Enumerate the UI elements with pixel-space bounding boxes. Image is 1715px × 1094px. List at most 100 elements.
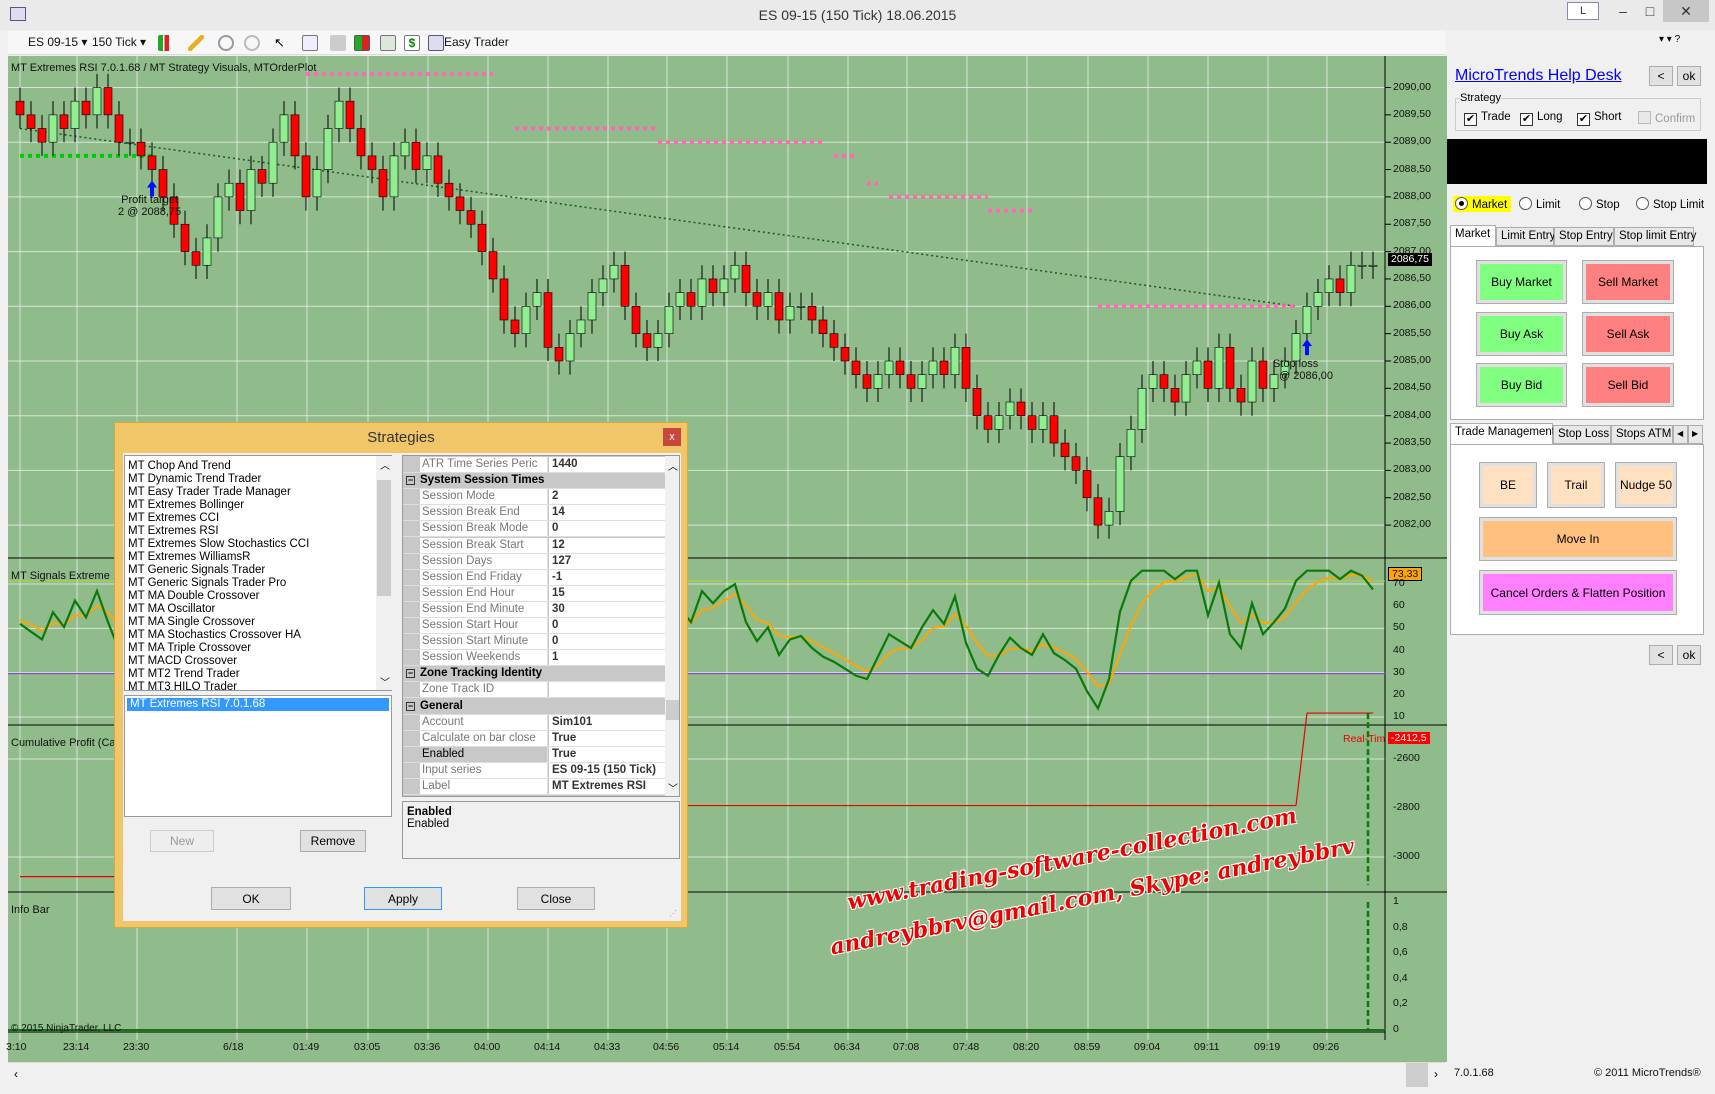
property-value[interactable]: MT Extremes RSI xyxy=(549,779,665,794)
property-value[interactable]: 127 xyxy=(549,553,665,569)
scroll-thumb[interactable] xyxy=(377,480,391,596)
radio-market[interactable]: Market xyxy=(1453,196,1512,212)
strategy-list-item[interactable]: MT MA Double Crossover xyxy=(128,590,260,602)
collapse-icon[interactable]: − xyxy=(406,700,415,711)
list-scrollbar[interactable]: ︿ ﹀ xyxy=(376,456,392,690)
interval-dropdown[interactable]: 150 Tick ▾ xyxy=(92,35,147,49)
property-value[interactable]: Sim101 xyxy=(549,714,665,730)
scroll-up-icon[interactable]: ︿ xyxy=(668,462,678,473)
strategy-list-item[interactable]: MT Extremes CCI xyxy=(128,512,220,524)
confirm-checkbox[interactable]: Confirm xyxy=(1638,111,1695,125)
ok-button[interactable]: OK xyxy=(211,887,291,910)
property-category[interactable]: − Zone Tracking Identity xyxy=(403,666,665,683)
nudge-button[interactable]: Nudge 50 xyxy=(1615,462,1677,508)
scroll-down-icon[interactable]: ﹀ xyxy=(380,678,390,689)
buy-bid-button[interactable]: Buy Bid xyxy=(1476,363,1567,407)
cursor-icon[interactable]: ↖ xyxy=(274,35,285,50)
radio-stop-limit[interactable]: Stop Limit xyxy=(1636,197,1704,211)
zoom-out-icon[interactable] xyxy=(244,35,260,51)
dollar-icon[interactable]: $ xyxy=(404,35,420,51)
strategy-list-item[interactable]: MT Easy Trader Trade Manager xyxy=(128,486,291,498)
tab-scroll-right-icon[interactable]: ▶ xyxy=(1688,425,1703,444)
property-row[interactable]: Session Break Start 12 xyxy=(403,537,665,554)
trail-button[interactable]: Trail xyxy=(1547,462,1605,508)
scroll-left-icon[interactable]: ‹ xyxy=(14,1067,18,1081)
pencil-icon[interactable] xyxy=(188,35,204,51)
sell-ask-button[interactable]: Sell Ask xyxy=(1582,312,1674,356)
property-value[interactable]: 15 xyxy=(549,585,665,601)
minimize-button[interactable]: – xyxy=(1619,3,1627,19)
long-checkbox[interactable]: ✔ Long xyxy=(1520,111,1563,126)
property-row[interactable]: Session Weekends 1 xyxy=(403,650,665,667)
indicator-icon[interactable] xyxy=(380,35,396,51)
help-desk-link[interactable]: MicroTrends Help Desk xyxy=(1455,67,1622,84)
property-value[interactable]: 1 xyxy=(549,650,665,666)
candlestick-icon[interactable] xyxy=(158,35,174,51)
property-row[interactable]: Session End Hour 15 xyxy=(403,585,665,602)
close-dialog-button[interactable]: Close xyxy=(517,887,595,910)
close-button[interactable]: ✕ xyxy=(1663,0,1709,22)
scroll-up-icon[interactable]: ︿ xyxy=(380,461,390,472)
property-value[interactable]: 2 xyxy=(549,489,665,505)
tab-stop-limit-entry[interactable]: Stop limit Entry xyxy=(1614,227,1696,246)
property-value[interactable] xyxy=(549,682,665,698)
calculator-icon[interactable] xyxy=(428,35,444,51)
property-value[interactable]: 30 xyxy=(549,601,665,617)
property-row[interactable]: Session Days 127 xyxy=(403,553,665,570)
tab-stop-entry[interactable]: Stop Entry xyxy=(1554,227,1614,246)
active-strategy-list[interactable]: MT Extremes RSI 7.0.1.68 xyxy=(124,695,392,817)
radio-stop[interactable]: Stop xyxy=(1579,197,1620,211)
property-row[interactable]: Session Break End 14 xyxy=(403,505,665,522)
property-value[interactable]: 0 xyxy=(549,634,665,650)
trade-checkbox[interactable]: ✔ Trade xyxy=(1464,111,1511,126)
tab-scroll-left-icon[interactable]: ◀ xyxy=(1673,425,1688,444)
instrument-dropdown[interactable]: ES 09-15 ▾ xyxy=(28,35,88,49)
panel-menu-icon[interactable]: ▾ ▾ ? xyxy=(1659,34,1681,45)
property-value[interactable]: 0 xyxy=(549,521,665,537)
property-value[interactable]: True xyxy=(549,730,665,746)
property-row[interactable]: Session Mode 2 xyxy=(403,489,665,506)
chart-canvas[interactable] xyxy=(0,0,1447,1062)
property-category[interactable]: − General xyxy=(403,698,665,715)
property-row[interactable]: Session Start Minute 0 xyxy=(403,634,665,651)
scroll-right-icon[interactable]: › xyxy=(1434,1067,1438,1081)
strategy-list-item[interactable]: MT Extremes Bollinger xyxy=(128,499,245,511)
magnifier-icon[interactable] xyxy=(302,35,318,51)
property-row[interactable]: Session Start Hour 0 xyxy=(403,618,665,634)
property-grid[interactable]: ATR Time Series Peric 1440− System Session… xyxy=(402,455,680,797)
property-value[interactable]: True xyxy=(549,746,665,762)
scroll-thumb[interactable] xyxy=(666,700,679,720)
tab-trade-management[interactable]: Trade Management xyxy=(1450,423,1555,444)
strategy-list-item[interactable]: MT MA Oscillator xyxy=(128,603,216,615)
link-button[interactable]: L xyxy=(1567,2,1599,20)
remove-button[interactable]: Remove xyxy=(300,830,366,852)
tab-limit-entry[interactable]: Limit Entry xyxy=(1496,227,1555,246)
property-row[interactable]: Label MT Extremes RSI xyxy=(403,779,665,795)
property-row[interactable]: Session End Minute 30 xyxy=(403,601,665,618)
resize-grip-icon[interactable]: ⋰ xyxy=(669,909,677,918)
strategy-list-item[interactable]: MT MT3 HILO Trader xyxy=(128,681,238,693)
move-in-button[interactable]: Move In xyxy=(1479,517,1677,561)
strategy-list-item[interactable]: MT Extremes RSI xyxy=(128,525,219,537)
strategy-list-item[interactable]: MT Generic Signals Trader xyxy=(128,564,266,576)
bars-icon[interactable] xyxy=(354,35,370,51)
new-button[interactable]: New xyxy=(150,830,214,852)
property-category[interactable]: − System Session Times xyxy=(403,473,665,490)
sell-bid-button[interactable]: Sell Bid xyxy=(1582,363,1674,407)
zoom-in-icon[interactable] xyxy=(218,35,234,51)
property-value[interactable]: 1440 xyxy=(549,457,665,472)
strategy-list-item[interactable]: MT MA Stochastics Crossover HA xyxy=(128,629,301,641)
property-row[interactable]: Session Break Mode 0 xyxy=(403,521,665,538)
scroll-thumb[interactable] xyxy=(1406,1063,1428,1087)
strategy-list-item[interactable]: MT MT2 Trend Trader xyxy=(128,668,240,680)
cancel-flatten-button[interactable]: Cancel Orders & Flatten Position xyxy=(1479,570,1677,615)
chart-scrollbar[interactable]: ‹ › xyxy=(8,1062,1445,1087)
radio-limit[interactable]: Limit xyxy=(1519,197,1560,211)
property-value[interactable]: 0 xyxy=(549,618,665,633)
strategy-list-item[interactable]: MT Generic Signals Trader Pro xyxy=(128,577,287,589)
scroll-down-icon[interactable]: ﹀ xyxy=(668,784,678,795)
property-row[interactable]: Enabled True xyxy=(403,746,665,763)
dialog-close-button[interactable]: x xyxy=(663,428,681,446)
grid-scrollbar[interactable]: ︿ ﹀ xyxy=(665,456,679,796)
collapse-icon[interactable]: − xyxy=(406,668,415,679)
